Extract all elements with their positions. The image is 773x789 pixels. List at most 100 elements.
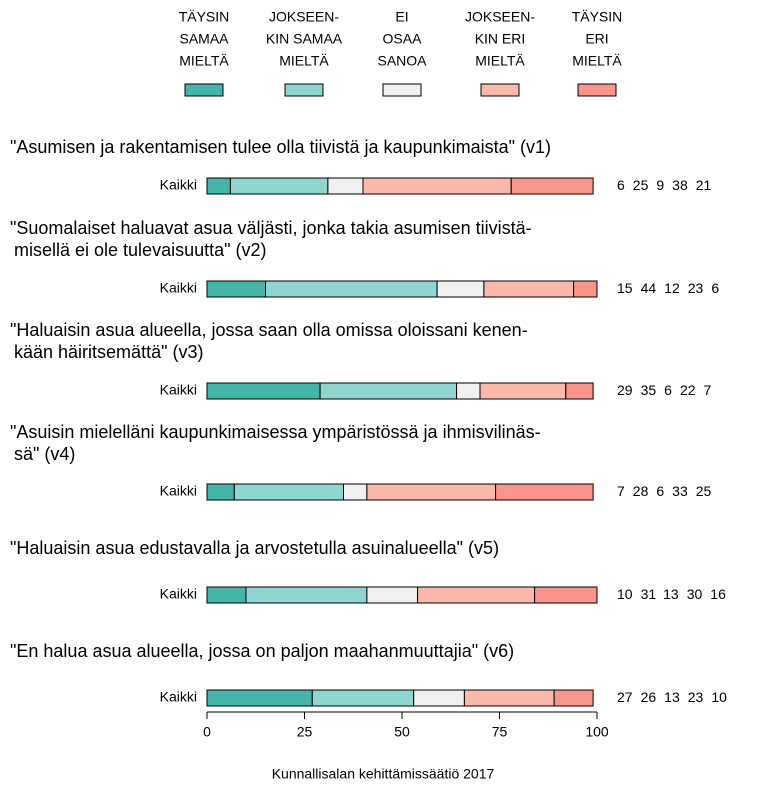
- bar-segment: [206, 177, 231, 195]
- value-label: 15: [617, 280, 633, 296]
- question-title: "En halua asua alueella, jossa on paljon…: [10, 641, 514, 661]
- value-label: 35: [641, 382, 657, 398]
- bar-segment: [495, 483, 594, 501]
- row-label: Kaikki: [160, 382, 197, 398]
- value-label: 7: [704, 382, 712, 398]
- bar-segment: [311, 689, 415, 707]
- value-label: 27: [617, 689, 633, 705]
- legend-label: KIN SAMAA: [266, 31, 343, 47]
- value-label: 29: [617, 382, 633, 398]
- value-label: 10: [617, 586, 633, 602]
- question-title: kään häiritsemättä" (v3): [14, 342, 203, 362]
- value-label: 23: [688, 280, 704, 296]
- bar-segment: [343, 483, 368, 501]
- value-labels: 6 25 9 38 21: [617, 177, 712, 193]
- value-labels: 29 35 6 22 7: [617, 382, 712, 398]
- legend-label: KIN ERI: [475, 31, 526, 47]
- value-label: 23: [688, 689, 704, 705]
- row-label: Kaikki: [160, 689, 197, 705]
- value-label: 16: [710, 586, 726, 602]
- legend-label: JOKSEEN-: [269, 9, 339, 25]
- value-label: 6: [617, 177, 625, 193]
- legend-label: MIELTÄ: [475, 53, 525, 69]
- value-label: 31: [641, 586, 657, 602]
- value-label: 28: [633, 483, 649, 499]
- value-label: 9: [656, 177, 664, 193]
- question-title: "Haluaisin asua alueella, jossa saan oll…: [10, 320, 528, 340]
- legend-label: TÄYSIN: [572, 9, 623, 25]
- legend-swatch: [184, 83, 224, 97]
- value-labels: 27 26 13 23 10: [617, 689, 727, 705]
- bar-segment: [229, 177, 329, 195]
- bar-segment: [417, 586, 536, 604]
- bar-segment: [463, 689, 555, 707]
- legend-label: MIELTÄ: [572, 53, 622, 69]
- value-label: 38: [672, 177, 688, 193]
- value-label: 44: [641, 280, 657, 296]
- question-title: misellä ei ole tulevaisuutta" (v2): [14, 240, 267, 260]
- value-label: 26: [641, 689, 657, 705]
- legend-label: OSAA: [383, 31, 423, 47]
- bar-segment: [265, 280, 438, 298]
- legend-label: TÄYSIN: [179, 9, 230, 25]
- value-label: 13: [663, 586, 679, 602]
- legend-swatch: [284, 83, 324, 97]
- value-label: 22: [680, 382, 696, 398]
- bar-segment: [366, 586, 419, 604]
- bar-segment: [362, 177, 512, 195]
- bar-segment: [206, 382, 321, 400]
- value-labels: 15 44 12 23 6: [617, 280, 719, 296]
- question-title: "Asuisin mielelläni kaupunkimaisessa ymp…: [10, 422, 541, 442]
- question-title: "Haluaisin asua edustavalla ja arvostetu…: [10, 538, 499, 558]
- x-tick-label: 50: [394, 724, 410, 740]
- value-label: 30: [687, 586, 703, 602]
- x-tick-label: 25: [297, 724, 313, 740]
- value-label: 33: [672, 483, 688, 499]
- value-label: 21: [696, 177, 712, 193]
- bar-segment: [534, 586, 598, 604]
- row-label: Kaikki: [160, 483, 197, 499]
- legend-label: JOKSEEN-: [465, 9, 535, 25]
- bar-segment: [413, 689, 465, 707]
- legend-swatch: [577, 83, 617, 97]
- row-label: Kaikki: [160, 177, 197, 193]
- value-labels: 10 31 13 30 16: [617, 586, 726, 602]
- value-label: 6: [711, 280, 719, 296]
- value-label: 7: [617, 483, 625, 499]
- bar-segment: [206, 689, 313, 707]
- legend-label: EI: [395, 9, 408, 25]
- source: Kunnallisalan kehittämissäätiö 2017: [272, 766, 495, 782]
- value-label: 10: [711, 689, 727, 705]
- value-label: 12: [664, 280, 680, 296]
- bar-segment: [206, 280, 266, 298]
- row-label: Kaikki: [160, 280, 197, 296]
- bar-segment: [327, 177, 364, 195]
- bar-segment: [456, 382, 481, 400]
- bar-segment: [436, 280, 485, 298]
- x-tick-label: 0: [203, 724, 211, 740]
- bar-segment: [565, 382, 594, 400]
- question-title: sä" (v4): [14, 444, 75, 464]
- bar-segment: [483, 280, 575, 298]
- question-title: "Asumisen ja rakentamisen tulee olla tii…: [10, 137, 551, 157]
- value-label: 6: [656, 483, 664, 499]
- bar-segment: [206, 483, 235, 501]
- legend-label: MIELTÄ: [179, 53, 229, 69]
- bar-segment: [573, 280, 598, 298]
- x-tick-label: 100: [585, 724, 609, 740]
- value-label: 25: [696, 483, 712, 499]
- bar-segment: [206, 586, 247, 604]
- bar-segment: [366, 483, 497, 501]
- value-label: 13: [664, 689, 680, 705]
- bar-segment: [553, 689, 594, 707]
- x-tick-label: 75: [492, 724, 508, 740]
- legend-label: ERI: [585, 31, 608, 47]
- legend-swatch: [382, 83, 422, 97]
- legend-swatch: [480, 83, 520, 97]
- value-label: 6: [664, 382, 672, 398]
- legend-label: SANOA: [377, 53, 427, 69]
- row-label: Kaikki: [160, 586, 197, 602]
- legend-label: MIELTÄ: [279, 53, 329, 69]
- legend-label: SAMAA: [179, 31, 229, 47]
